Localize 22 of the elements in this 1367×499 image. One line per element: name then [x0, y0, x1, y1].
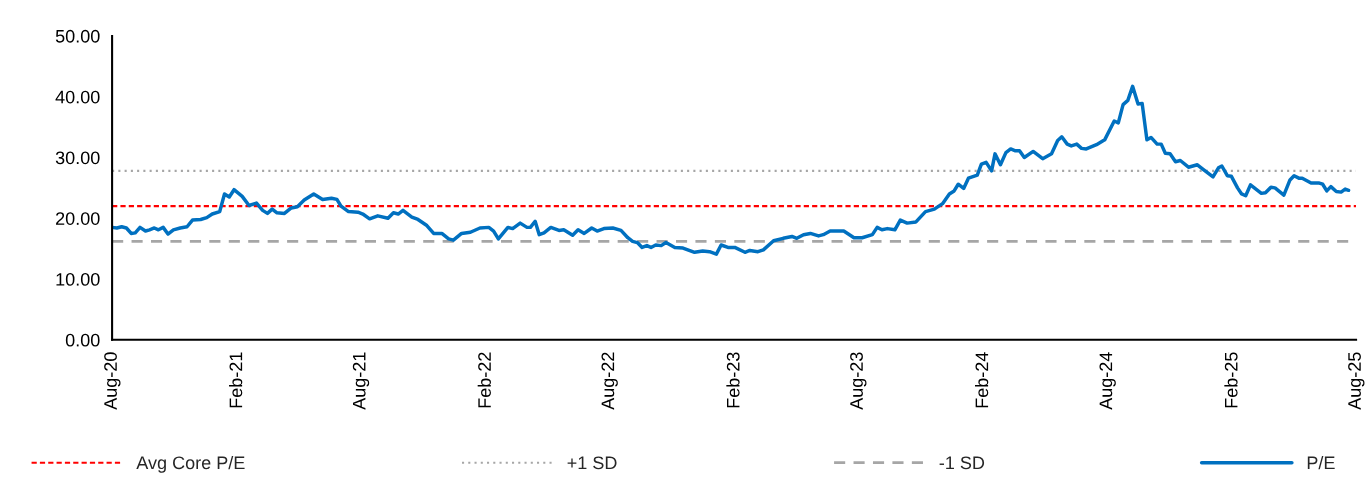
- y-tick-label: 10.00: [56, 272, 100, 286]
- x-tick-label: Feb-22: [477, 352, 491, 408]
- x-tick-label: Feb-25: [1224, 352, 1238, 408]
- x-tick-label: Aug-22: [601, 352, 618, 410]
- legend-label: -1 SD: [939, 456, 985, 470]
- x-tick-label: Feb-21: [229, 352, 243, 408]
- x-tick-label: Aug-24: [1099, 352, 1116, 410]
- x-tick-label: Aug-23: [850, 352, 867, 410]
- x-tick-label: Feb-24: [975, 352, 989, 408]
- y-tick-label: 40.00: [55, 90, 100, 104]
- x-tick-label: Aug-20: [104, 352, 121, 410]
- y-tick-label: 20.00: [56, 212, 100, 225]
- line-series: [112, 84, 1351, 256]
- x-tick-label: Aug-21: [352, 352, 370, 410]
- x-tick-label: Feb-23: [726, 352, 740, 408]
- legend-label: P/E: [1307, 455, 1335, 470]
- legend-label: Avg Core P/E: [136, 455, 245, 473]
- y-tick-label: 0.00: [65, 333, 100, 347]
- legend-label: +1 SD: [567, 456, 617, 470]
- y-tick-label: 50.00: [55, 29, 100, 43]
- x-tick-label: Aug-25: [1348, 352, 1365, 410]
- y-tick-label: 30.00: [55, 151, 100, 165]
